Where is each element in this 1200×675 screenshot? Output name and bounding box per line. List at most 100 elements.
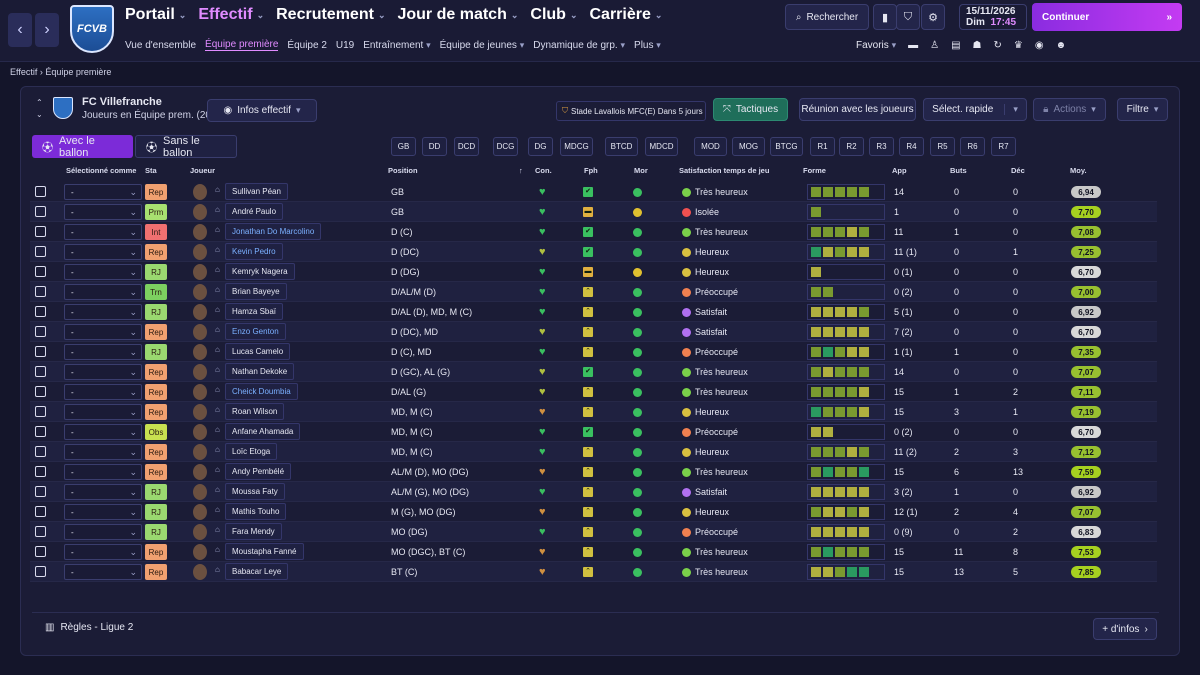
- player-name[interactable]: André Paulo: [225, 203, 284, 220]
- status-badge[interactable]: Rep: [145, 444, 167, 460]
- with-ball-toggle[interactable]: ⚽︎ Avec le ballon: [32, 135, 133, 159]
- table-row[interactable]: - ⌄ RJ ⌂ Kemryk Nagera D (DG) ♥ ▬ Heureux 0 (1) 0 0…: [30, 262, 1157, 282]
- sub-nav-item[interactable]: Équipe 2: [287, 39, 327, 51]
- player-name[interactable]: Nathan Dekoke: [225, 363, 295, 380]
- status-badge[interactable]: RJ: [145, 264, 167, 280]
- position-filter-r2[interactable]: R2: [839, 137, 864, 156]
- row-checkbox[interactable]: [35, 366, 46, 377]
- col-condition[interactable]: Con.: [535, 166, 552, 175]
- selected-as-dropdown[interactable]: - ⌄: [64, 364, 142, 380]
- table-row[interactable]: - ⌄ RJ ⌂ Moussa Faty AL/M (G), MO (DG) ♥ ⌃ Satis…: [30, 482, 1157, 502]
- selected-as-dropdown[interactable]: - ⌄: [64, 404, 142, 420]
- col-status[interactable]: Sta: [145, 166, 157, 175]
- selected-as-dropdown[interactable]: - ⌄: [64, 484, 142, 500]
- team-meeting-button[interactable]: Réunion avec les joueurs: [799, 98, 916, 121]
- forward-button[interactable]: ›: [35, 13, 59, 47]
- position-filter-gb[interactable]: GB: [391, 137, 416, 156]
- sub-nav-item[interactable]: U19: [335, 39, 355, 51]
- col-goals[interactable]: Buts: [950, 166, 967, 175]
- table-row[interactable]: - ⌄ Rep ⌂ Sullivan Péan GB ♥ ✔ Très heureux 14 0 0 6…: [30, 182, 1157, 202]
- col-form[interactable]: Forme: [803, 166, 826, 175]
- position-filter-btcg[interactable]: BTCG: [770, 137, 803, 156]
- clipboard-icon[interactable]: ▤: [951, 40, 961, 51]
- selected-as-dropdown[interactable]: - ⌄: [64, 184, 142, 200]
- table-row[interactable]: - ⌄ Rep ⌂ Loïc Etoga MD, M (C) ♥ ⌃ Heureux 11 (2)…: [30, 442, 1157, 462]
- selected-as-dropdown[interactable]: - ⌄: [64, 384, 142, 400]
- player-name[interactable]: Moustapha Fanné: [225, 543, 304, 560]
- row-checkbox[interactable]: [35, 246, 46, 257]
- selected-as-dropdown[interactable]: - ⌄: [64, 344, 142, 360]
- player-name[interactable]: Andy Pembélé: [225, 463, 292, 480]
- selected-as-dropdown[interactable]: - ⌄: [64, 464, 142, 480]
- table-row[interactable]: - ⌄ Rep ⌂ Roan Wilson MD, M (C) ♥ ⌃ Heureux 15 3 1 7…: [30, 402, 1157, 422]
- position-filter-r6[interactable]: R6: [960, 137, 985, 156]
- row-checkbox[interactable]: [35, 566, 46, 577]
- col-selected-as[interactable]: Sélectionné comme: [66, 166, 137, 175]
- table-row[interactable]: - ⌄ Obs ⌂ Anfane Ahamada MD, M (C) ♥ ✔ Préoccupé…: [30, 422, 1157, 442]
- main-nav-item[interactable]: Effectif ⌄: [198, 6, 265, 23]
- row-checkbox[interactable]: [35, 206, 46, 217]
- users-settings-icon[interactable]: ☻: [1055, 40, 1067, 51]
- col-match-fitness[interactable]: Fph: [584, 166, 598, 175]
- position-filter-r4[interactable]: R4: [899, 137, 924, 156]
- position-filter-mog[interactable]: MOG: [732, 137, 765, 156]
- row-checkbox[interactable]: [35, 526, 46, 537]
- row-checkbox[interactable]: [35, 486, 46, 497]
- col-avg-rating[interactable]: Moy.: [1070, 166, 1087, 175]
- selected-as-dropdown[interactable]: - ⌄: [64, 204, 142, 220]
- quick-select-dropdown[interactable]: Sélect. rapide ▾: [923, 98, 1027, 121]
- position-filter-dg[interactable]: DG: [528, 137, 553, 156]
- player-name[interactable]: Roan Wilson: [225, 403, 285, 420]
- player-name[interactable]: Brian Bayeye: [225, 283, 287, 300]
- col-assists[interactable]: Déc: [1011, 166, 1025, 175]
- actions-dropdown[interactable]: 🔒︎ Actions ▾: [1033, 98, 1106, 121]
- col-apps[interactable]: App: [892, 166, 907, 175]
- selected-as-dropdown[interactable]: - ⌄: [64, 544, 142, 560]
- status-badge[interactable]: RJ: [145, 524, 167, 540]
- sub-nav-item[interactable]: Vue d'ensemble: [125, 39, 197, 51]
- search-button[interactable]: ⌕ Rechercher: [785, 4, 869, 30]
- status-badge[interactable]: Prm: [145, 204, 167, 220]
- position-filter-dd[interactable]: DD: [422, 137, 447, 156]
- position-filter-r3[interactable]: R3: [869, 137, 894, 156]
- col-playing-time[interactable]: Satisfaction temps de jeu: [679, 166, 770, 175]
- refresh-icon[interactable]: ↻: [993, 40, 1002, 51]
- filter-dropdown[interactable]: Filtre ▾: [1117, 98, 1168, 121]
- league-rules[interactable]: ▥ Règles - Ligue 2: [45, 622, 134, 633]
- selected-as-dropdown[interactable]: - ⌄: [64, 504, 142, 520]
- sub-nav-item[interactable]: Entraînement ▾: [363, 39, 431, 51]
- row-checkbox[interactable]: [35, 446, 46, 457]
- sub-nav-item[interactable]: Dynamique de grp. ▾: [533, 39, 626, 51]
- player-name[interactable]: Hamza Sbaï: [225, 303, 284, 320]
- ball-icon[interactable]: ◉: [1034, 40, 1044, 51]
- selected-as-dropdown[interactable]: - ⌄: [64, 424, 142, 440]
- position-filter-dcg[interactable]: DCG: [493, 137, 518, 156]
- position-filter-r7[interactable]: R7: [991, 137, 1016, 156]
- shield-icon[interactable]: ⛉: [896, 4, 920, 30]
- without-ball-toggle[interactable]: ⚽︎ Sans le ballon: [135, 135, 237, 159]
- club-logo[interactable]: FCVB: [70, 5, 114, 53]
- player-name[interactable]: Kevin Pedro: [225, 243, 283, 260]
- row-checkbox[interactable]: [35, 326, 46, 337]
- gear-icon[interactable]: ⚙: [921, 4, 945, 30]
- row-checkbox[interactable]: [35, 226, 46, 237]
- status-badge[interactable]: Rep: [145, 184, 167, 200]
- status-badge[interactable]: RJ: [145, 484, 167, 500]
- status-badge[interactable]: Rep: [145, 324, 167, 340]
- main-nav-item[interactable]: Carrière ⌄: [589, 6, 663, 23]
- selected-as-dropdown[interactable]: - ⌄: [64, 284, 142, 300]
- col-morale[interactable]: Mor: [634, 166, 648, 175]
- status-badge[interactable]: Rep: [145, 384, 167, 400]
- selected-as-dropdown[interactable]: - ⌄: [64, 224, 142, 240]
- status-badge[interactable]: Rep: [145, 464, 167, 480]
- player-name[interactable]: Anfane Ahamada: [225, 423, 301, 440]
- table-row[interactable]: - ⌄ Trn ⌂ Brian Bayeye D/AL/M (D) ♥ ⌃ Préoccupé 0…: [30, 282, 1157, 302]
- status-badge[interactable]: Rep: [145, 364, 167, 380]
- table-row[interactable]: - ⌄ RJ ⌂ Hamza Sbaï D/AL (D), MD, M (C) ♥ ⌃ Sati…: [30, 302, 1157, 322]
- col-player[interactable]: Joueur: [190, 166, 216, 175]
- trophy-icon[interactable]: ♛: [1013, 40, 1023, 51]
- table-row[interactable]: - ⌄ Rep ⌂ Enzo Genton D (DC), MD ♥ ⌃ Satisfait 7 …: [30, 322, 1157, 342]
- status-badge[interactable]: RJ: [145, 304, 167, 320]
- people-icon[interactable]: ☗: [972, 40, 982, 51]
- position-filter-btcd[interactable]: BTCD: [605, 137, 638, 156]
